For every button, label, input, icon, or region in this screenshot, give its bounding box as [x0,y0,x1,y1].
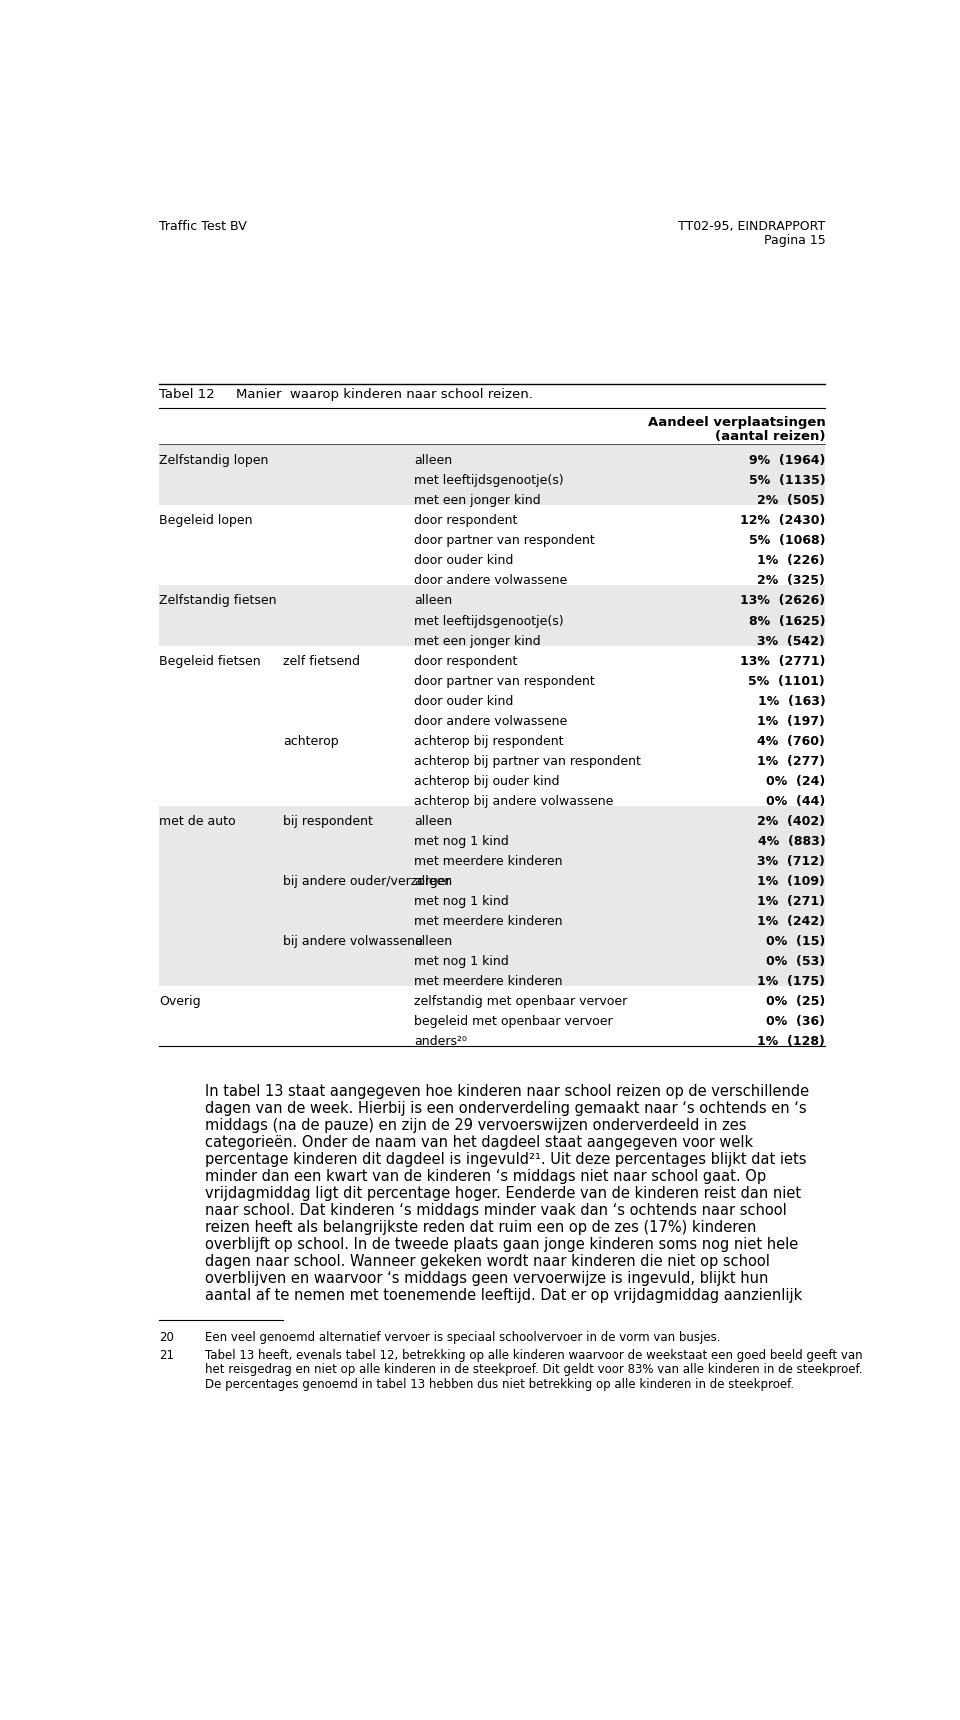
Text: het reisgedrag en niet op alle kinderen in de steekproef. Dit geldt voor 83% van: het reisgedrag en niet op alle kinderen … [205,1364,863,1376]
Text: 5%  (1135): 5% (1135) [749,475,826,487]
Text: 1%  (197): 1% (197) [757,714,826,728]
Text: 4%  (883): 4% (883) [757,834,826,848]
Text: De percentages genoemd in tabel 13 hebben dus niet betrekking op alle kinderen i: De percentages genoemd in tabel 13 hebbe… [205,1378,794,1391]
Text: (aantal reizen): (aantal reizen) [715,430,826,442]
Text: anders²⁰: anders²⁰ [415,1035,468,1047]
Text: 12%  (2430): 12% (2430) [740,514,826,528]
Text: met nog 1 kind: met nog 1 kind [415,834,509,848]
Text: vrijdagmiddag ligt dit percentage hoger. Eenderde van de kinderen reist dan niet: vrijdagmiddag ligt dit percentage hoger.… [205,1187,802,1201]
Text: categorieën. Onder de naam van het dagdeel staat aangegeven voor welk: categorieën. Onder de naam van het dagde… [205,1135,754,1151]
Text: aantal af te nemen met toenemende leeftijd. Dat er op vrijdagmiddag aanzienlijk: aantal af te nemen met toenemende leefti… [205,1288,803,1302]
Text: 13%  (2626): 13% (2626) [740,595,826,607]
Text: Begeleid fietsen: Begeleid fietsen [158,655,260,667]
Text: alleen: alleen [415,454,452,468]
Text: alleen: alleen [415,936,452,948]
Text: 20: 20 [158,1331,174,1343]
Bar [158,585,826,645]
Text: 1%  (175): 1% (175) [757,975,826,987]
Text: Traffic Test BV: Traffic Test BV [158,220,247,234]
Text: met meerdere kinderen: met meerdere kinderen [415,855,563,867]
Text: bij andere ouder/verzorger: bij andere ouder/verzorger [283,875,450,888]
Text: door partner van respondent: door partner van respondent [415,674,595,688]
Text: 2%  (325): 2% (325) [757,574,826,588]
Text: 8%  (1625): 8% (1625) [749,614,826,628]
Text: bij respondent: bij respondent [283,815,372,827]
Text: door partner van respondent: door partner van respondent [415,535,595,547]
Text: 1%  (128): 1% (128) [757,1035,826,1047]
Text: met meerdere kinderen: met meerdere kinderen [415,915,563,927]
Text: door ouder kind: door ouder kind [415,695,514,707]
Text: 3%  (542): 3% (542) [757,635,826,647]
Text: 2%  (402): 2% (402) [757,815,826,827]
Text: 9%  (1964): 9% (1964) [749,454,826,468]
Text: zelfstandig met openbaar vervoer: zelfstandig met openbaar vervoer [415,994,628,1008]
Text: Aandeel verplaatsingen: Aandeel verplaatsingen [647,416,826,428]
Bar [158,805,826,986]
Text: Tabel 13 heeft, evenals tabel 12, betrekking op alle kinderen waarvoor de weekst: Tabel 13 heeft, evenals tabel 12, betrek… [205,1348,863,1362]
Text: 4%  (760): 4% (760) [757,734,826,748]
Text: 1%  (163): 1% (163) [757,695,826,707]
Text: In tabel 13 staat aangegeven hoe kinderen naar school reizen op de verschillende: In tabel 13 staat aangegeven hoe kindere… [205,1084,809,1099]
Text: 1%  (242): 1% (242) [757,915,826,927]
Text: door ouder kind: door ouder kind [415,554,514,568]
Text: Pagina 15: Pagina 15 [763,234,826,248]
Text: overblijft op school. In de tweede plaats gaan jonge kinderen soms nog niet hele: overblijft op school. In de tweede plaat… [205,1237,799,1252]
Text: 0%  (53): 0% (53) [766,955,826,968]
Text: met nog 1 kind: met nog 1 kind [415,894,509,908]
Text: 5%  (1068): 5% (1068) [749,535,826,547]
Text: met leeftijdsgenootje(s): met leeftijdsgenootje(s) [415,614,564,628]
Text: zelf fietsend: zelf fietsend [283,655,360,667]
Text: middags (na de pauze) en zijn de 29 vervoerswijzen onderverdeeld in zes: middags (na de pauze) en zijn de 29 verv… [205,1118,747,1133]
Text: achterop bij respondent: achterop bij respondent [415,734,564,748]
Text: dagen van de week. Hierbij is een onderverdeling gemaakt naar ‘s ochtends en ‘s: dagen van de week. Hierbij is een onderv… [205,1101,806,1116]
Text: met een jonger kind: met een jonger kind [415,494,541,507]
Text: met meerdere kinderen: met meerdere kinderen [415,975,563,987]
Text: 1%  (277): 1% (277) [757,755,826,767]
Text: met de auto: met de auto [158,815,235,827]
Text: bij andere volwassene: bij andere volwassene [283,936,422,948]
Text: door andere volwassene: door andere volwassene [415,714,567,728]
Text: Een veel genoemd alternatief vervoer is speciaal schoolvervoer in de vorm van bu: Een veel genoemd alternatief vervoer is … [205,1331,721,1343]
Text: achterop bij ouder kind: achterop bij ouder kind [415,774,560,788]
Text: alleen: alleen [415,815,452,827]
Text: 3%  (712): 3% (712) [757,855,826,867]
Text: 1%  (226): 1% (226) [757,554,826,568]
Text: TT02-95, EINDRAPPORT: TT02-95, EINDRAPPORT [678,220,826,234]
Text: dagen naar school. Wanneer gekeken wordt naar kinderen die niet op school: dagen naar school. Wanneer gekeken wordt… [205,1254,770,1269]
Text: 0%  (36): 0% (36) [766,1015,826,1029]
Text: naar school. Dat kinderen ‘s middags minder vaak dan ‘s ochtends naar school: naar school. Dat kinderen ‘s middags min… [205,1202,787,1218]
Text: 2%  (505): 2% (505) [757,494,826,507]
Text: percentage kinderen dit dagdeel is ingevuld²¹. Uit deze percentages blijkt dat i: percentage kinderen dit dagdeel is ingev… [205,1152,806,1168]
Text: overblijven en waarvoor ‘s middags geen vervoerwijze is ingevuld, blijkt hun: overblijven en waarvoor ‘s middags geen … [205,1271,769,1287]
Text: alleen: alleen [415,595,452,607]
Text: 21: 21 [158,1348,174,1362]
Text: begeleid met openbaar vervoer: begeleid met openbaar vervoer [415,1015,613,1029]
Text: 0%  (25): 0% (25) [766,994,826,1008]
Bar [158,445,826,506]
Text: Zelfstandig lopen: Zelfstandig lopen [158,454,268,468]
Text: met leeftijdsgenootje(s): met leeftijdsgenootje(s) [415,475,564,487]
Text: alleen: alleen [415,875,452,888]
Text: 13%  (2771): 13% (2771) [740,655,826,667]
Text: reizen heeft als belangrijkste reden dat ruim een op de zes (17%) kinderen: reizen heeft als belangrijkste reden dat… [205,1219,756,1235]
Text: achterop: achterop [283,734,338,748]
Text: door respondent: door respondent [415,655,517,667]
Text: Begeleid lopen: Begeleid lopen [158,514,252,528]
Text: 0%  (15): 0% (15) [766,936,826,948]
Text: Overig: Overig [158,994,201,1008]
Text: achterop bij andere volwassene: achterop bij andere volwassene [415,795,613,808]
Text: door respondent: door respondent [415,514,517,528]
Text: 1%  (109): 1% (109) [757,875,826,888]
Text: met een jonger kind: met een jonger kind [415,635,541,647]
Text: 1%  (271): 1% (271) [757,894,826,908]
Text: 0%  (24): 0% (24) [766,774,826,788]
Text: minder dan een kwart van de kinderen ‘s middags niet naar school gaat. Op: minder dan een kwart van de kinderen ‘s … [205,1170,766,1183]
Text: 5%  (1101): 5% (1101) [749,674,826,688]
Text: door andere volwassene: door andere volwassene [415,574,567,588]
Text: Tabel 12     Manier  waarop kinderen naar school reizen.: Tabel 12 Manier waarop kinderen naar sch… [158,389,533,401]
Text: achterop bij partner van respondent: achterop bij partner van respondent [415,755,641,767]
Text: 0%  (44): 0% (44) [766,795,826,808]
Text: met nog 1 kind: met nog 1 kind [415,955,509,968]
Text: Zelfstandig fietsen: Zelfstandig fietsen [158,595,276,607]
